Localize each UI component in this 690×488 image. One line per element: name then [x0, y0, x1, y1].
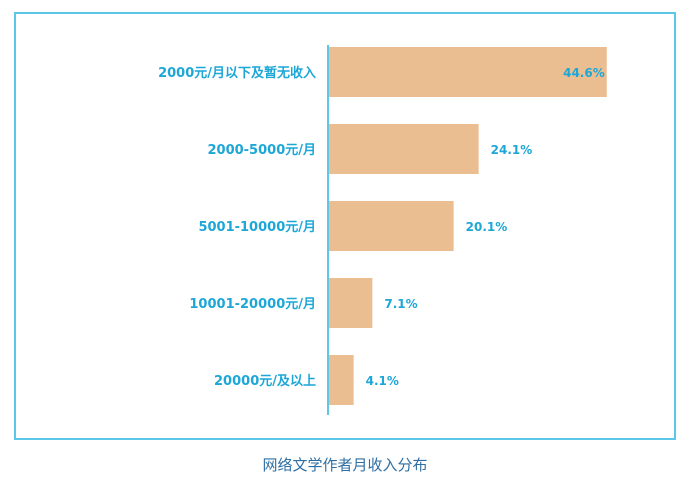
- bar-0: [328, 47, 607, 97]
- category-label-4: 20000元/及以上: [214, 374, 316, 389]
- category-label-1: 2000-5000元/月: [207, 143, 316, 158]
- category-label-0: 2000元/月以下及暂无收入: [158, 65, 316, 81]
- category-label-3: 10001-20000元/月: [189, 297, 316, 312]
- bar-2: [328, 201, 454, 251]
- value-label-1: 24.1%: [491, 143, 533, 157]
- bar-4: [328, 355, 354, 405]
- value-label-4: 4.1%: [366, 374, 399, 388]
- value-label-0: 44.6%: [563, 66, 605, 80]
- bar-3: [328, 278, 373, 328]
- bar-1: [328, 124, 479, 174]
- category-label-2: 5001-10000元/月: [198, 220, 316, 235]
- chart-title: 网络文学作者月收入分布: [262, 456, 428, 474]
- value-label-3: 7.1%: [384, 297, 417, 311]
- value-label-2: 20.1%: [466, 220, 508, 234]
